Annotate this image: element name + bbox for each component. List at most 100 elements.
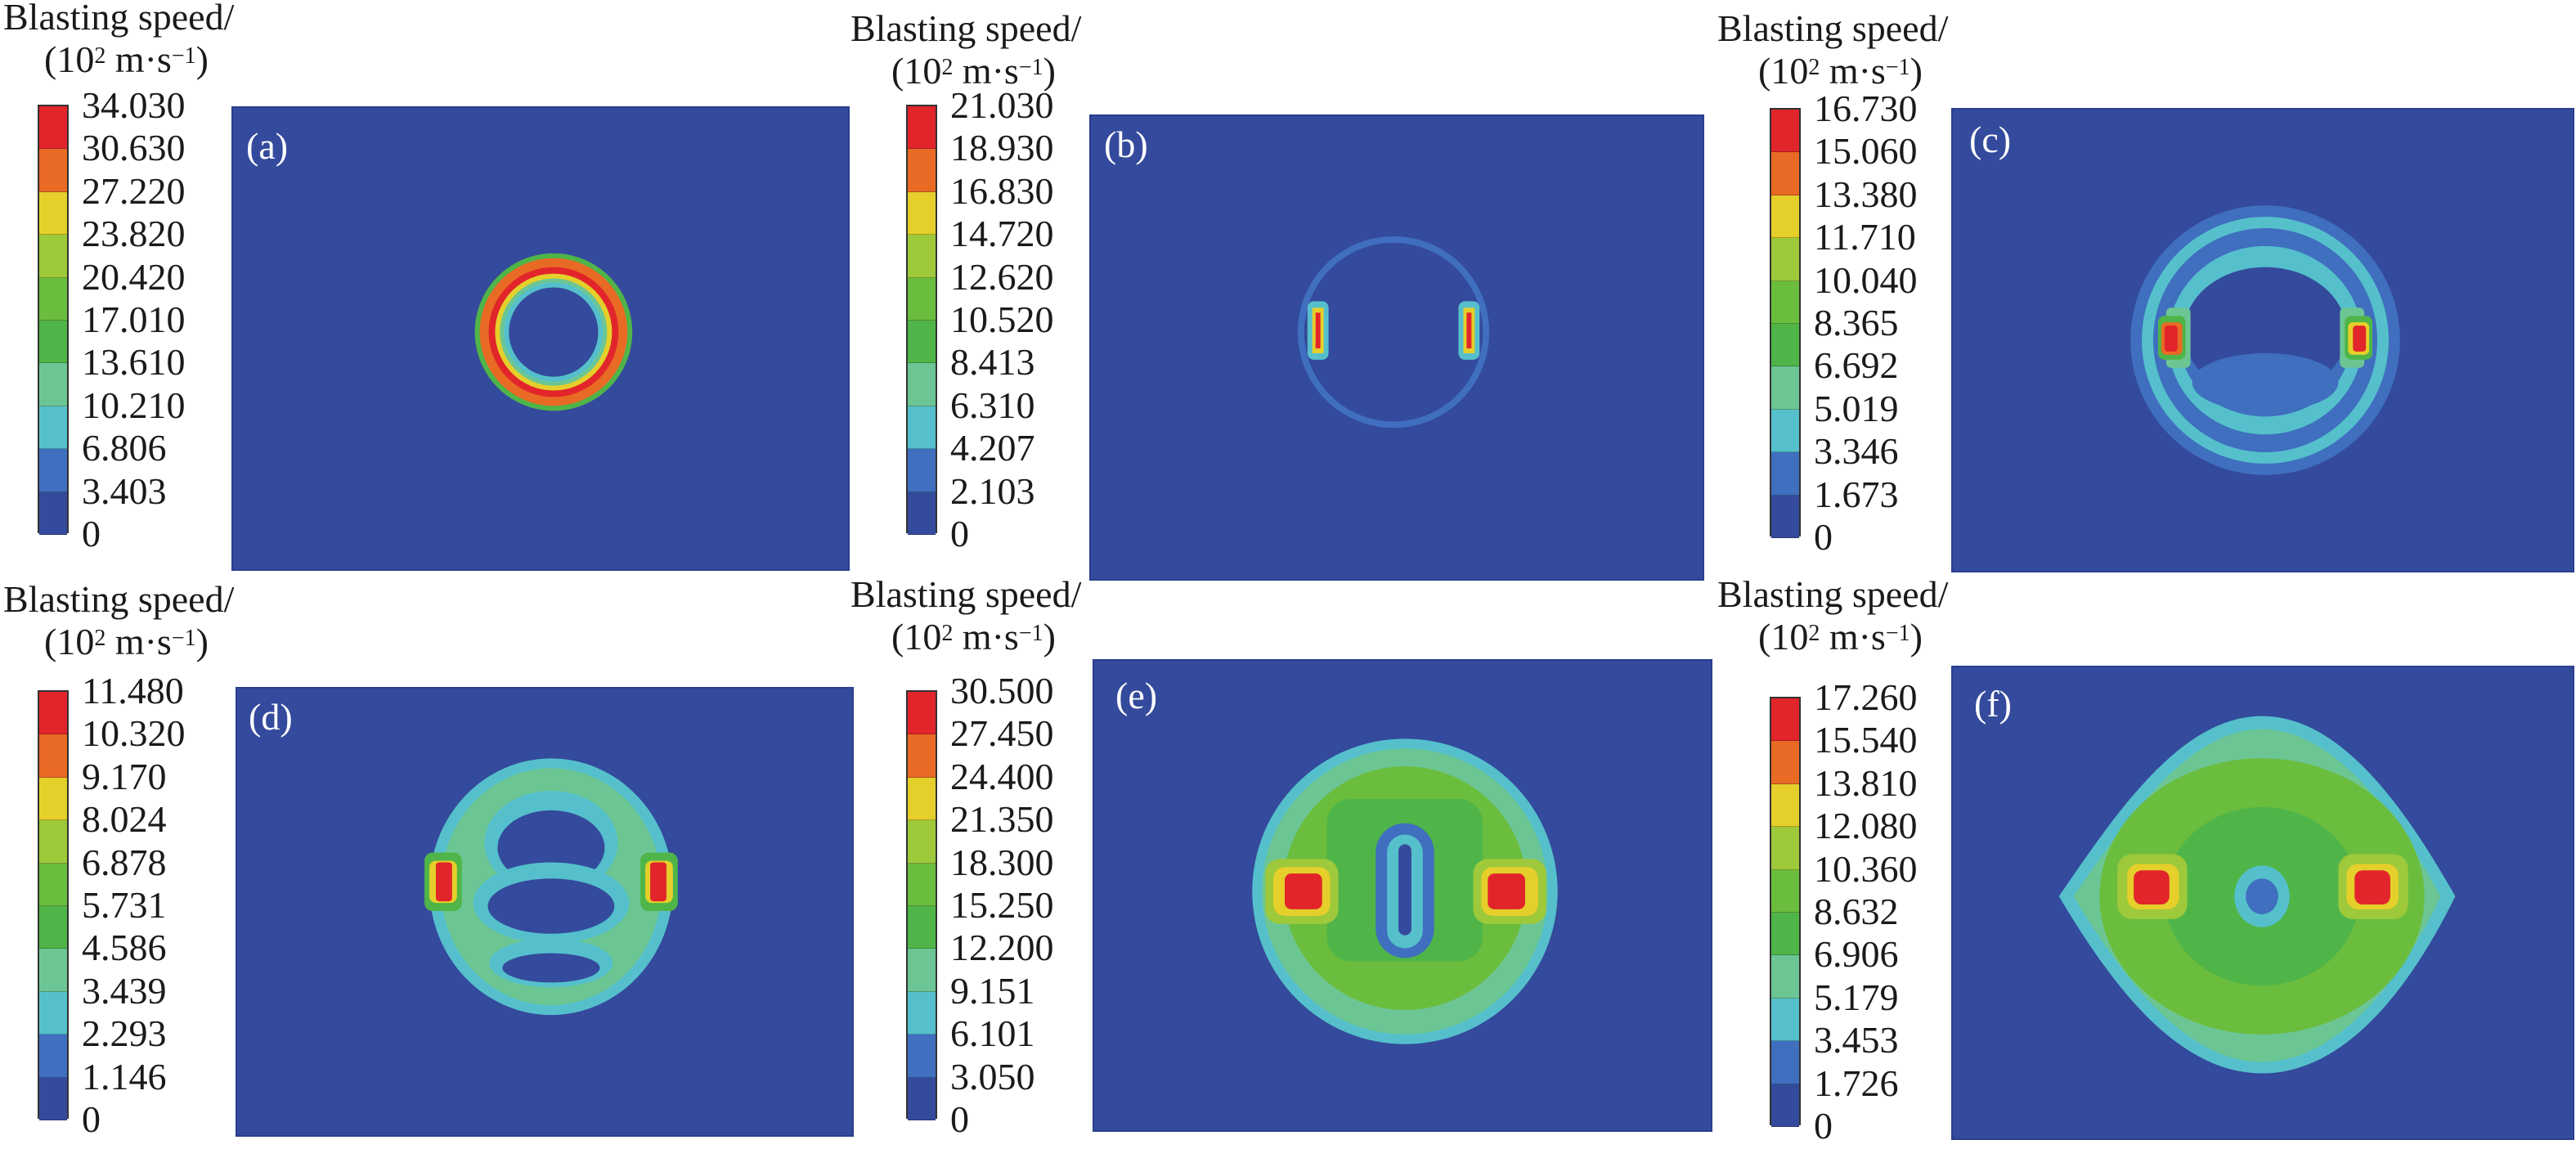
color-scale-segment [1771, 998, 1799, 1042]
color-scale-segment [908, 777, 936, 821]
color-scale-tick-label: 10.520 [950, 298, 1054, 340]
legend-title: Blasting speed/ [1717, 7, 1949, 49]
color-scale-tick-label: 15.060 [1814, 130, 1918, 173]
color-scale-tick-label: 15.250 [950, 884, 1054, 926]
color-scale-segment [908, 406, 936, 450]
color-scale-segment [39, 949, 67, 992]
legend-unit: (102 m·s−1) [44, 621, 209, 662]
color-scale-segment [1771, 912, 1799, 956]
contour-plot-b: (b) [1089, 114, 1704, 581]
color-scale-segment [39, 149, 67, 192]
color-scale-segment [39, 491, 67, 535]
color-scale-tick-label: 0 [82, 1098, 101, 1140]
color-scale-tick-label: 1.146 [82, 1055, 167, 1097]
color-scale-segment [908, 991, 936, 1035]
color-scale-tick-label: 8.365 [1814, 302, 1899, 343]
color-scale-segment [39, 734, 67, 778]
color-scale-segment [1771, 495, 1799, 538]
color-scale-bar [38, 105, 69, 535]
color-scale-segment [908, 363, 936, 406]
color-scale-segment [39, 106, 67, 150]
color-scale-tick-label: 20.420 [82, 255, 186, 298]
color-scale-bar [906, 690, 937, 1120]
color-scale-segment [1771, 323, 1799, 367]
color-scale-tick-label: 14.720 [950, 213, 1054, 255]
color-scale-segment [1771, 452, 1799, 496]
color-scale-tick-label: 10.040 [1814, 258, 1918, 301]
color-scale-segment [39, 777, 67, 821]
legend-title: Blasting speed/ [3, 578, 235, 620]
color-scale-tick-label: 6.878 [82, 841, 167, 883]
color-scale-segment [39, 449, 67, 492]
color-scale-segment [1771, 409, 1799, 453]
color-scale-tick-label: 10.360 [1814, 847, 1918, 890]
color-scale-segment [908, 491, 936, 535]
panel-label: (f) [1974, 683, 2012, 725]
color-scale-tick-label: 11.710 [1814, 216, 1916, 258]
color-scale-segment [1771, 1041, 1799, 1084]
color-scale-tick-label: 8.413 [950, 341, 1035, 384]
color-scale-segment [908, 449, 936, 492]
color-scale-segment [1771, 238, 1799, 281]
color-scale-tick-label: 27.220 [82, 169, 186, 212]
color-scale-tick-label: 21.030 [950, 84, 1054, 126]
color-scale-segment [908, 277, 936, 321]
color-scale-tick-label: 6.906 [1814, 933, 1899, 976]
color-scale-tick-label: 15.540 [1814, 719, 1918, 761]
color-scale-tick-label: 5.731 [82, 884, 167, 926]
color-scale-segment [1771, 1084, 1799, 1127]
color-scale-tick-label: 0 [950, 513, 969, 554]
color-scale-tick-label: 0 [82, 513, 101, 554]
color-scale-segment [39, 406, 67, 450]
color-scale-segment [39, 991, 67, 1035]
color-scale-segment [39, 191, 67, 236]
color-scale-segment [39, 905, 67, 949]
color-scale-tick-label: 27.450 [950, 712, 1054, 755]
color-scale-tick-label: 2.103 [950, 469, 1035, 512]
color-scale-segment [1771, 281, 1799, 324]
color-scale-segment [1771, 698, 1799, 742]
color-scale-tick-label: 5.179 [1814, 976, 1899, 1018]
legend-unit: (102 m·s−1) [891, 50, 1056, 92]
color-scale-segment [908, 905, 936, 949]
legend-unit: (102 m·s−1) [44, 38, 209, 80]
color-scale-tick-label: 18.300 [950, 841, 1054, 883]
color-scale-segment [39, 235, 67, 278]
color-scale-bar [1770, 108, 1801, 538]
legend-unit: (102 m·s−1) [1758, 616, 1923, 658]
color-scale-tick-label: 12.200 [950, 927, 1054, 969]
color-scale-tick-label: 24.400 [950, 755, 1054, 797]
color-scale-segment [39, 1035, 67, 1078]
contour-plot-e: (e) [1093, 659, 1712, 1132]
color-scale-tick-label: 30.500 [950, 670, 1054, 711]
color-scale-tick-label: 23.820 [82, 213, 186, 255]
color-scale-segment [1771, 869, 1799, 913]
color-scale-tick-label: 13.810 [1814, 761, 1918, 804]
color-scale-tick-label: 16.830 [950, 169, 1054, 212]
contour-plot-d: (d) [236, 687, 854, 1137]
color-scale-segment [1771, 366, 1799, 410]
color-scale-segment [908, 235, 936, 278]
color-scale-tick-label: 5.019 [1814, 387, 1899, 429]
color-scale-tick-label: 8.632 [1814, 891, 1899, 932]
color-scale-segment [1771, 152, 1799, 195]
color-scale-segment [39, 692, 67, 735]
color-scale-tick-label: 3.439 [82, 969, 167, 1012]
color-scale-tick-label: 17.260 [1814, 676, 1918, 718]
color-scale-segment [908, 320, 936, 364]
color-scale-tick-label: 10.210 [82, 384, 186, 426]
panel-label: (a) [246, 125, 289, 167]
color-scale-segment [908, 149, 936, 192]
color-scale-tick-label: 4.207 [950, 427, 1035, 469]
color-scale-segment [908, 863, 936, 906]
legend-title: Blasting speed/ [850, 573, 1082, 615]
color-scale-tick-label: 9.170 [82, 755, 167, 797]
color-scale-tick-label: 0 [950, 1098, 969, 1140]
panel-label: (c) [1969, 119, 2012, 160]
color-scale-segment [908, 191, 936, 236]
color-scale-segment [39, 820, 67, 864]
contour-plot-f: (f) [1951, 666, 2574, 1140]
panel-label: (e) [1115, 675, 1158, 716]
color-scale-tick-label: 0 [1814, 1105, 1833, 1147]
color-scale-segment [908, 106, 936, 150]
